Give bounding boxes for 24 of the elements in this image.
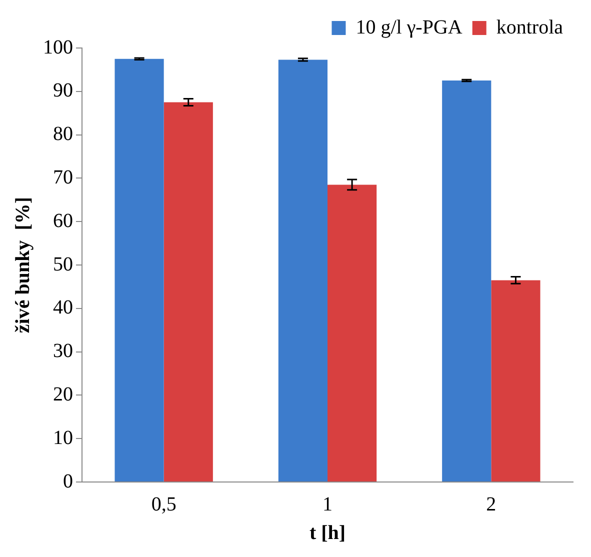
y-tick-label: 0 (63, 470, 73, 492)
y-tick-label: 40 (53, 296, 73, 319)
bar (491, 280, 540, 482)
y-axis-title: živé bunky [%] (12, 196, 34, 334)
bar (442, 80, 492, 482)
y-tick-label: 20 (53, 383, 73, 406)
y-tick-label: 30 (53, 340, 73, 362)
legend-label: kontrola (496, 16, 564, 38)
y-tick-label: 80 (53, 123, 73, 146)
bar (164, 102, 213, 482)
x-tick-label: 2 (486, 493, 496, 516)
y-tick-label: 60 (53, 210, 73, 232)
y-tick-label: 50 (53, 253, 73, 276)
bar (328, 184, 377, 482)
bar (278, 60, 328, 482)
y-tick-label: 10 (53, 426, 73, 449)
x-axis-title: t [h] (309, 522, 346, 544)
y-tick-label: 90 (53, 80, 73, 102)
x-tick-label: 1 (322, 493, 332, 516)
y-tick-label: 70 (53, 166, 73, 188)
legend-label: 10 g/l γ-PGA (356, 16, 463, 38)
y-tick-label: 100 (43, 36, 73, 58)
x-tick-label: 0,5 (151, 493, 176, 516)
bar (114, 58, 164, 482)
